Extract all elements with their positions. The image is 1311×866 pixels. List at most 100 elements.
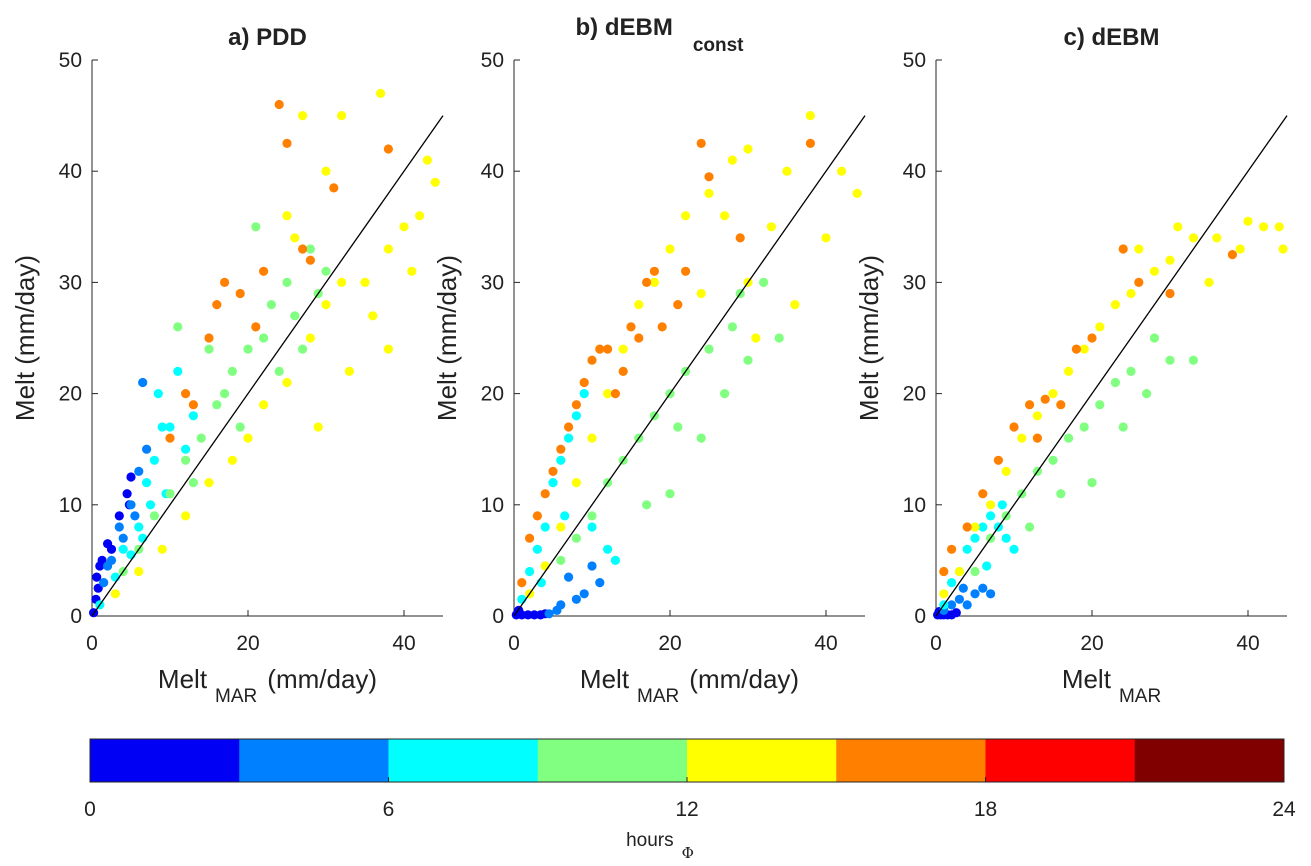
data-point: [1079, 422, 1089, 432]
x-axis-label-unit: (mm/day): [267, 664, 377, 694]
data-point: [696, 138, 706, 148]
data-point: [259, 266, 269, 276]
series-hours-16.5: [939, 244, 1237, 577]
panel-title: b) dEBM const: [576, 14, 745, 56]
x-tick-label: 40: [392, 632, 415, 655]
data-point: [165, 422, 175, 432]
data-point: [1079, 344, 1089, 354]
data-point: [939, 589, 949, 599]
data-point: [282, 277, 292, 287]
data-point: [1025, 400, 1035, 410]
data-point: [321, 300, 331, 310]
colorbar-bin: [388, 739, 539, 782]
data-point: [962, 600, 972, 610]
colorbar-bin: [239, 739, 389, 782]
data-point: [1274, 222, 1284, 232]
panel-title-main: a) PDD: [228, 24, 307, 51]
data-point: [1235, 244, 1245, 254]
x-tick-label: 40: [814, 632, 837, 655]
data-point: [337, 111, 347, 121]
data-point: [571, 533, 582, 543]
data-point: [1165, 355, 1175, 365]
data-point: [743, 355, 753, 365]
data-point: [805, 138, 816, 148]
series-hours-13.5: [525, 111, 862, 599]
x-tick-label: 0: [86, 632, 98, 655]
series-hours-10.5: [556, 277, 784, 566]
data-point: [571, 411, 582, 421]
data-point: [642, 500, 652, 510]
data-point: [587, 355, 597, 365]
data-point: [523, 610, 533, 620]
data-point: [556, 444, 566, 454]
colorbar-label: hours Φ: [626, 830, 694, 862]
y-axis-label: Melt (mm/day): [854, 255, 884, 421]
data-point: [204, 344, 214, 354]
y-tick-label: 10: [59, 494, 82, 517]
x-axis-label: Melt MAR: [1062, 664, 1161, 707]
data-point: [106, 544, 117, 554]
data-point: [958, 583, 968, 593]
x-tick-label: 0: [508, 632, 520, 655]
data-point: [114, 511, 124, 521]
data-point: [122, 489, 132, 499]
data-point: [564, 572, 574, 582]
panel-title-main: b) dEBM: [576, 14, 673, 41]
data-point: [751, 333, 761, 343]
colorbar-bin: [90, 739, 240, 782]
data-point: [525, 566, 535, 577]
x-axis-label-unit: (mm/day): [689, 664, 799, 694]
y-tick-label: 0: [914, 605, 926, 628]
y-tick-label: 0: [70, 605, 82, 628]
series-hours-7.5: [517, 389, 621, 604]
data-point: [1243, 216, 1253, 226]
data-point: [1212, 233, 1222, 243]
data-point: [259, 400, 269, 410]
data-point: [610, 555, 621, 566]
data-point: [595, 344, 605, 354]
data-point: [126, 500, 136, 510]
colorbar: 0 6 12 18 24 hours Φ: [84, 738, 1296, 862]
data-point: [1048, 389, 1058, 399]
data-point: [305, 244, 315, 254]
x-axis-label-main: Melt: [1062, 664, 1112, 694]
data-point: [1032, 433, 1042, 443]
series-hours-4.5: [544, 561, 605, 619]
series-hours-1.5: [511, 605, 550, 620]
data-point: [532, 511, 543, 521]
data-point: [337, 277, 347, 287]
series-hours-7.5: [95, 366, 198, 610]
data-point: [157, 422, 167, 432]
data-point: [642, 277, 652, 287]
data-point: [99, 578, 109, 588]
data-point: [383, 244, 393, 254]
series-hours-16.5: [517, 138, 816, 588]
y-tick-label: 10: [903, 494, 926, 517]
data-point: [970, 566, 980, 577]
x-axis-label-main: Melt: [158, 664, 208, 694]
x-axis-label-subscript: MAR: [1119, 686, 1161, 707]
data-point: [298, 111, 308, 121]
colorbar-label-main: hours: [626, 830, 674, 851]
y-tick-label: 30: [59, 271, 82, 294]
data-point: [243, 344, 253, 354]
data-point: [1087, 333, 1097, 343]
panel-title-subscript: const: [693, 35, 744, 56]
data-point: [196, 433, 206, 443]
data-point: [220, 389, 230, 399]
data-point: [1165, 255, 1175, 265]
data-point: [430, 177, 440, 187]
data-point: [571, 594, 582, 604]
data-point: [134, 466, 144, 476]
data-point: [1040, 394, 1050, 404]
data-point: [126, 472, 136, 482]
data-point: [1001, 466, 1011, 476]
data-point: [587, 561, 597, 571]
data-point: [986, 589, 996, 599]
data-point: [274, 99, 284, 110]
x-axis-label-main: Melt: [580, 664, 630, 694]
y-axis-label: Melt (mm/day): [10, 255, 40, 421]
